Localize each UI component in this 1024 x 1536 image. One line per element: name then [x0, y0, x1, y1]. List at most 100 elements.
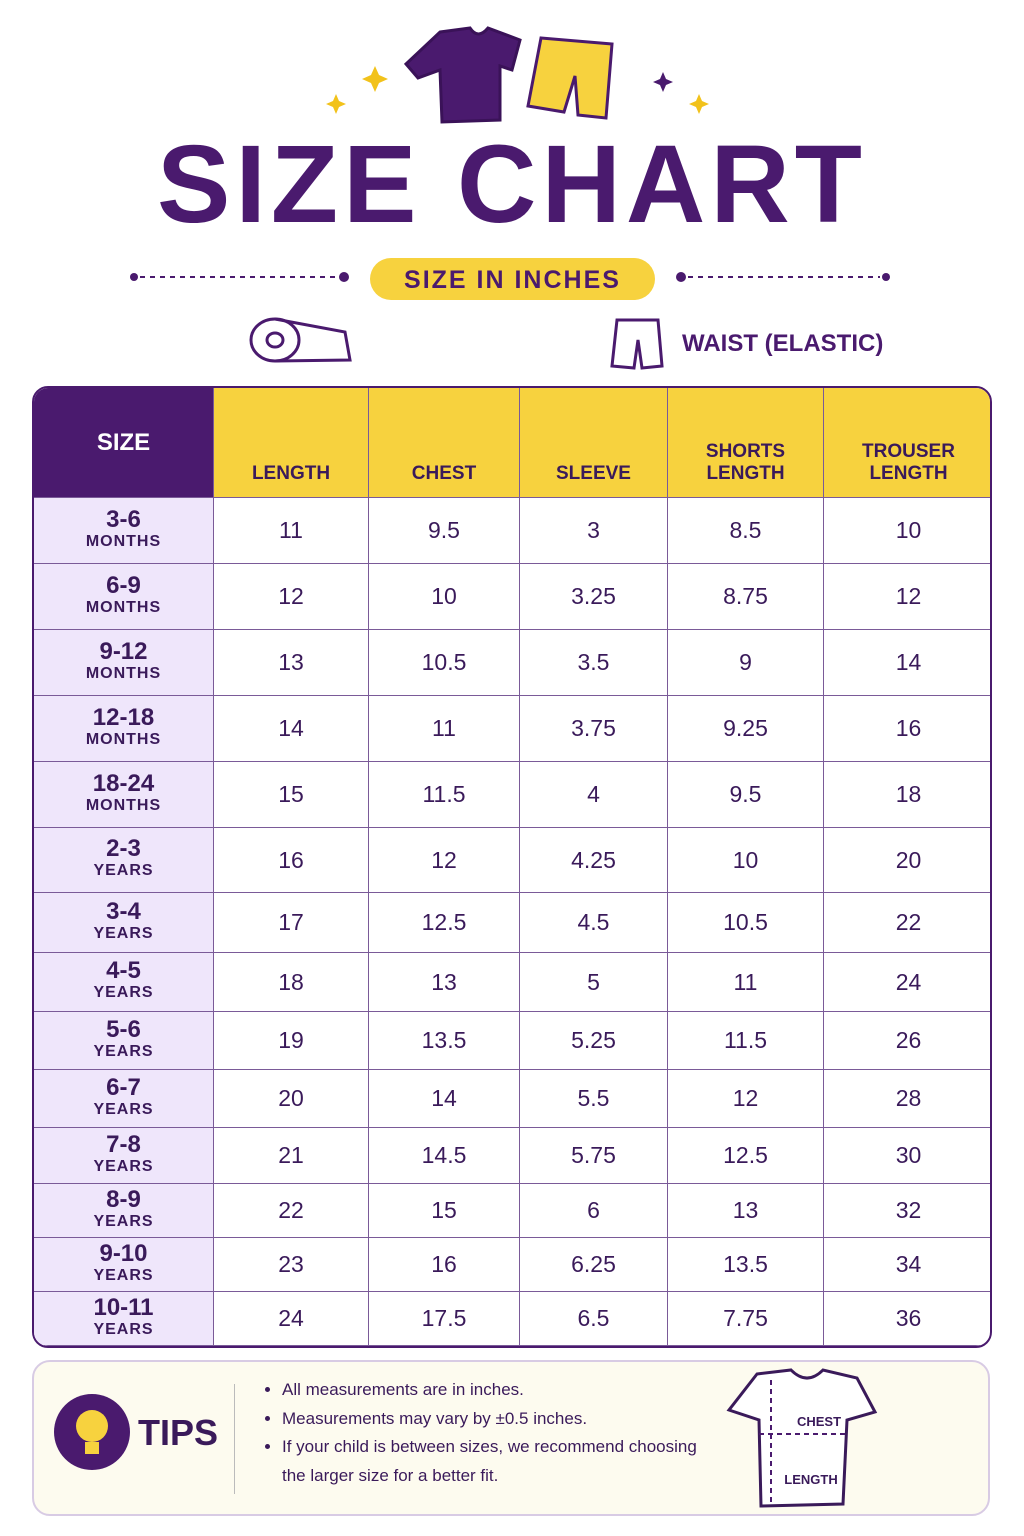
size-cell: 6-7 YEARS — [34, 1070, 214, 1128]
value-cell: 10.5 — [369, 630, 520, 696]
shorts-icon — [526, 36, 614, 120]
tape-icon — [249, 317, 352, 363]
column-header: SHORTS LENGTH — [668, 388, 824, 498]
size-unit: MONTHS — [85, 730, 162, 748]
value-cell: 17.5 — [369, 1292, 520, 1346]
shirt-diagram: CHEST LENGTH — [726, 1368, 878, 1508]
size-unit: YEARS — [93, 924, 154, 942]
header-text: SHORTS LENGTH — [705, 441, 786, 484]
value-cell: 5.25 — [520, 1012, 668, 1070]
value-cell: 6.5 — [520, 1292, 668, 1346]
size-cell: 12-18 MONTHS — [34, 696, 214, 762]
value-cell: 13.5 — [668, 1238, 824, 1292]
size-unit: YEARS — [93, 1266, 154, 1284]
size-cell: 3-4 YEARS — [34, 893, 214, 953]
length-label: LENGTH — [784, 1472, 837, 1487]
value-cell: 20 — [214, 1070, 369, 1128]
value-cell: 21 — [214, 1128, 369, 1184]
size-unit: YEARS — [93, 1320, 154, 1338]
value-cell: 12 — [824, 564, 990, 630]
value-cell: 12 — [214, 564, 369, 630]
waist-icon — [610, 318, 664, 370]
tips-list: All measurements are in inches.Measureme… — [262, 1376, 722, 1490]
value-cell: 28 — [824, 1070, 990, 1128]
size-range: 10-11 — [93, 1293, 154, 1321]
value-cell: 3 — [520, 498, 668, 564]
value-cell: 11 — [214, 498, 369, 564]
size-cell: 4-5 YEARS — [34, 953, 214, 1012]
value-cell: 4.5 — [520, 893, 668, 953]
value-cell: 13 — [369, 953, 520, 1012]
size-range: 6-7 — [106, 1073, 141, 1101]
header-text: CHEST — [411, 463, 477, 484]
subtitle: SIZE IN INCHES — [370, 258, 655, 300]
size-range: 5-6 — [106, 1015, 141, 1043]
value-cell: 26 — [824, 1012, 990, 1070]
size-range: 4-5 — [106, 957, 141, 984]
value-cell: 16 — [214, 828, 369, 893]
value-cell: 16 — [824, 696, 990, 762]
size-range: 3-4 — [106, 897, 141, 925]
value-cell: 24 — [824, 953, 990, 1012]
sparkles — [326, 66, 709, 114]
value-cell: 18 — [824, 762, 990, 828]
tshirt-icon — [403, 26, 522, 124]
value-cell: 11 — [668, 953, 824, 1012]
size-unit: MONTHS — [85, 796, 162, 814]
value-cell: 11 — [369, 696, 520, 762]
size-unit: YEARS — [93, 984, 154, 1001]
value-cell: 7.75 — [668, 1292, 824, 1346]
size-cell: 10-11 YEARS — [34, 1292, 214, 1346]
tips-box: TIPS All measurements are in inches.Meas… — [32, 1360, 990, 1516]
tips-title: TIPS — [138, 1412, 219, 1453]
size-cell: 7-8 YEARS — [34, 1128, 214, 1184]
value-cell: 19 — [214, 1012, 369, 1070]
value-cell: 8.5 — [668, 498, 824, 564]
value-cell: 12.5 — [668, 1128, 824, 1184]
size-unit: MONTHS — [85, 664, 162, 682]
tip-item: Measurements may vary by ±0.5 inches. — [282, 1405, 722, 1434]
bulb-icon — [54, 1394, 130, 1470]
chest-label: CHEST — [797, 1414, 841, 1429]
size-range: 18-24 — [92, 769, 155, 797]
size-cell: 5-6 YEARS — [34, 1012, 214, 1070]
value-cell: 9 — [668, 630, 824, 696]
header-text: LENGTH — [251, 463, 331, 484]
value-cell: 4.25 — [520, 828, 668, 893]
value-cell: 15 — [214, 762, 369, 828]
value-cell: 9.25 — [668, 696, 824, 762]
column-header: CHEST — [369, 388, 520, 498]
header-text: TROUSER LENGTH — [862, 441, 955, 484]
value-cell: 6.25 — [520, 1238, 668, 1292]
column-header: TROUSER LENGTH — [824, 388, 990, 498]
size-unit: YEARS — [93, 862, 154, 879]
size-range: 6-9 — [106, 571, 141, 599]
size-cell: 18-24 MONTHS — [34, 762, 214, 828]
waist-note: WAIST (ELASTIC) — [682, 330, 884, 357]
size-header: SIZE — [34, 388, 214, 498]
value-cell: 10 — [668, 828, 824, 893]
value-cell: 10 — [369, 564, 520, 630]
value-cell: 12 — [668, 1070, 824, 1128]
value-cell: 4 — [520, 762, 668, 828]
size-range: 7-8 — [106, 1130, 141, 1158]
value-cell: 10.5 — [668, 893, 824, 953]
value-cell: 36 — [824, 1292, 990, 1346]
value-cell: 23 — [214, 1238, 369, 1292]
header-text: SIZE — [96, 428, 151, 456]
size-table: SIZE LENGTH CHEST SLEEVE SHORTS LENGTH TROUSE… — [32, 386, 992, 1348]
size-range: 3-6 — [106, 505, 141, 533]
size-range: 12-18 — [92, 703, 155, 731]
value-cell: 24 — [214, 1292, 369, 1346]
size-unit: MONTHS — [85, 598, 162, 616]
value-cell: 12 — [369, 828, 520, 893]
size-cell: 9-12 MONTHS — [34, 630, 214, 696]
value-cell: 13 — [668, 1184, 824, 1238]
value-cell: 16 — [369, 1238, 520, 1292]
value-cell: 3.5 — [520, 630, 668, 696]
value-cell: 14.5 — [369, 1128, 520, 1184]
value-cell: 3.25 — [520, 564, 668, 630]
value-cell: 20 — [824, 828, 990, 893]
size-unit: MONTHS — [85, 532, 162, 550]
